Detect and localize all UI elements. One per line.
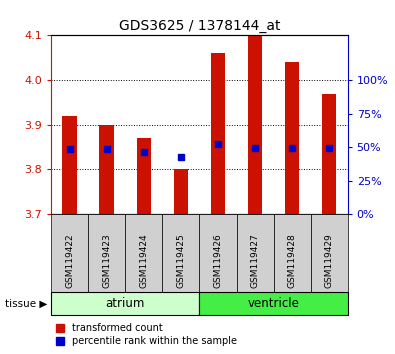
Bar [173,170,188,214]
Text: atrium: atrium [106,297,145,310]
Text: ventricle: ventricle [248,297,299,310]
Bar [211,53,226,214]
Text: GSM119426: GSM119426 [213,233,222,288]
Title: GDS3625 / 1378144_at: GDS3625 / 1378144_at [119,19,280,33]
Bar [274,214,310,292]
Bar [100,125,114,214]
Bar [248,27,262,214]
Bar [237,214,274,292]
Text: GSM119425: GSM119425 [177,233,186,288]
Bar [51,292,199,315]
Text: tissue ▶: tissue ▶ [5,298,47,309]
Bar [199,214,237,292]
Bar [137,138,151,214]
Bar [126,214,162,292]
Bar [310,214,348,292]
Text: GSM119424: GSM119424 [139,234,149,288]
Text: GSM119423: GSM119423 [102,233,111,288]
Text: GSM119427: GSM119427 [250,233,260,288]
Bar [88,214,126,292]
Text: GSM119422: GSM119422 [65,234,74,288]
Text: GSM119428: GSM119428 [288,233,297,288]
Bar [162,214,199,292]
Bar [199,292,348,315]
Bar [322,93,337,214]
Text: GSM119429: GSM119429 [325,233,334,288]
Bar [285,62,299,214]
Legend: transformed count, percentile rank within the sample: transformed count, percentile rank withi… [56,324,237,346]
Bar [51,214,88,292]
Bar [62,116,77,214]
